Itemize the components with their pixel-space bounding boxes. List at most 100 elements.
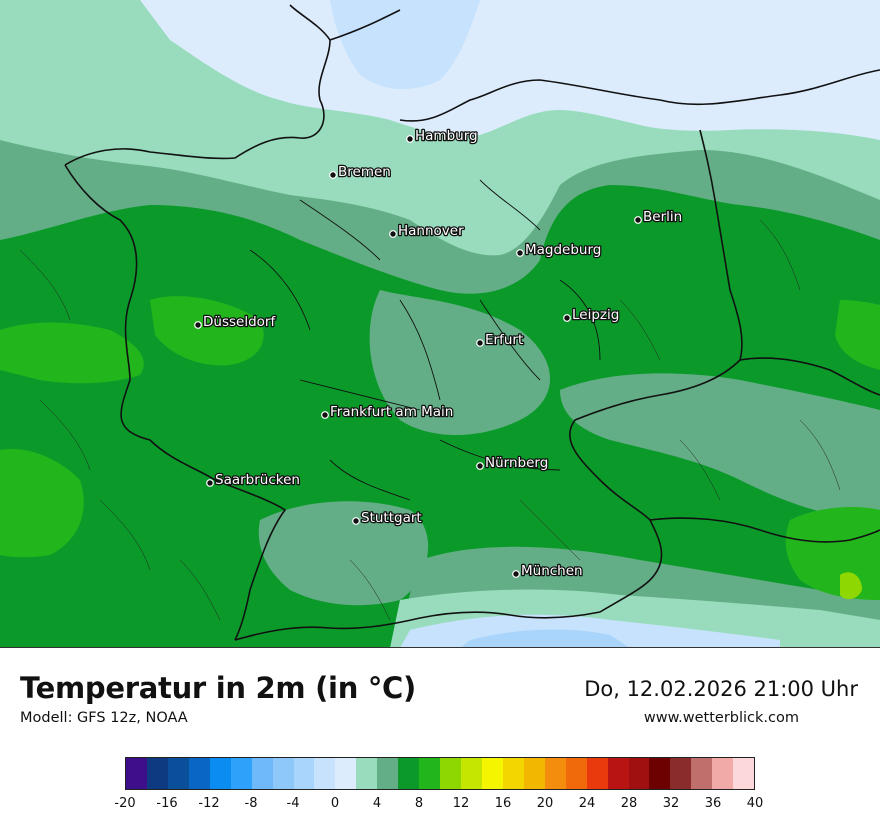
border-west <box>64 164 287 641</box>
city-erfurt: Erfurt <box>476 331 525 349</box>
legend-swatch <box>377 758 399 789</box>
legend-swatch <box>565 758 587 789</box>
city-dot-icon <box>389 230 397 238</box>
legend-tick-label: -8 <box>244 796 258 811</box>
city-label: München <box>521 563 583 579</box>
legend-swatch <box>209 758 231 789</box>
legend-swatch <box>712 758 734 789</box>
temperature-map: Hamburg Bremen Hannover Berlin Magdeburg… <box>0 0 880 648</box>
border-austria <box>649 517 880 543</box>
city-dot-icon <box>512 570 520 578</box>
legend-tick-label: 40 <box>746 796 764 811</box>
legend-swatch <box>419 758 441 789</box>
legend-swatch <box>230 758 252 789</box>
temperature-field <box>0 0 880 648</box>
city-label: Frankfurt am Main <box>330 404 453 420</box>
city-frankfurt: Frankfurt am Main <box>321 403 455 421</box>
city-hamburg: Hamburg <box>406 127 479 145</box>
coastline-north <box>64 4 880 166</box>
legend-swatch <box>335 758 357 789</box>
city-label: Stuttgart <box>361 510 422 526</box>
city-label: Hannover <box>398 223 464 239</box>
city-stuttgart: Stuttgart <box>352 509 423 527</box>
city-magdeburg: Magdeburg <box>516 241 603 259</box>
legend-tick-label: 20 <box>536 796 554 811</box>
city-dot-icon <box>206 479 214 487</box>
city-leipzig: Leipzig <box>563 306 621 324</box>
map-title: Temperatur in 2m (in °C) <box>20 671 416 705</box>
field-southwest-warm <box>0 449 84 558</box>
city-label: Leipzig <box>572 307 619 323</box>
legend-swatch <box>293 758 315 789</box>
legend-swatch <box>649 758 671 789</box>
field-alps-colder <box>460 629 630 648</box>
legend-swatch <box>607 758 629 789</box>
legend-swatch <box>481 758 503 789</box>
legend-swatch <box>398 758 420 789</box>
city-nuernberg: Nürnberg <box>476 454 550 472</box>
legend-tick-label: -16 <box>156 796 178 811</box>
city-dot-icon <box>476 462 484 470</box>
field-southeast-hot <box>840 572 862 600</box>
legend-tick-label: -4 <box>286 796 300 811</box>
city-dot-icon <box>563 314 571 322</box>
map-divider <box>0 647 880 648</box>
legend-tick-label: 32 <box>662 796 680 811</box>
legend-tick-label: 12 <box>452 796 470 811</box>
field-bohemia-mid <box>560 373 880 520</box>
field-coast-colder <box>330 0 480 90</box>
city-muenchen: München <box>512 562 584 580</box>
legend-tick-label: 0 <box>330 796 340 811</box>
legend-tick-label: -20 <box>114 796 136 811</box>
city-label: Nürnberg <box>485 455 548 471</box>
legend-swatch <box>670 758 692 789</box>
legend-swatch <box>586 758 608 789</box>
border-czech-poland <box>739 357 880 396</box>
field-east-warm <box>835 300 880 370</box>
legend-tick-label: 36 <box>704 796 722 811</box>
legend-tick-label: -12 <box>198 796 220 811</box>
field-southwest-mid <box>258 501 429 606</box>
field-west-warm <box>0 322 144 384</box>
legend-swatch <box>314 758 336 789</box>
city-label: Hamburg <box>415 128 478 144</box>
city-berlin: Berlin <box>634 208 683 226</box>
legend-swatch <box>691 758 713 789</box>
legend-swatch <box>272 758 294 789</box>
city-saarbruecken: Saarbrücken <box>206 471 301 489</box>
legend-tick-label: 8 <box>414 796 424 811</box>
city-label: Bremen <box>338 164 391 180</box>
city-dot-icon <box>352 517 360 525</box>
legend-tick-label: 16 <box>494 796 512 811</box>
legend-tick-label: 4 <box>372 796 382 811</box>
legend-swatch <box>733 758 755 789</box>
border-east <box>569 129 743 581</box>
city-label: Düsseldorf <box>203 314 276 330</box>
border-states-inner <box>249 179 601 501</box>
legend-tick-labels: -20 -16 -12 -8 -4 0 4 8 12 16 20 24 28 32 36 40 <box>114 796 763 814</box>
legend-swatch <box>502 758 524 789</box>
legend-swatch <box>544 758 566 789</box>
legend-swatch <box>523 758 545 789</box>
city-dot-icon <box>476 339 484 347</box>
legend-swatch <box>167 758 189 789</box>
source-link[interactable]: www.wetterblick.com <box>643 710 799 726</box>
forecast-datetime: Do, 12.02.2026 21:00 Uhr <box>584 677 858 701</box>
city-hannover: Hannover <box>389 222 465 240</box>
legend-swatch <box>440 758 461 789</box>
legend-swatch <box>628 758 650 789</box>
city-markers: Hamburg Bremen Hannover Berlin Magdeburg… <box>194 127 683 580</box>
legend-swatch <box>146 758 168 789</box>
legend-swatch <box>126 758 147 789</box>
city-dot-icon <box>329 171 337 179</box>
city-dot-icon <box>194 321 202 329</box>
legend-swatch <box>188 758 210 789</box>
legend-tick-label: 28 <box>620 796 638 811</box>
field-west-light <box>0 0 160 150</box>
city-dot-icon <box>321 411 329 419</box>
field-rhein-warm <box>150 296 264 366</box>
legend-swatch <box>251 758 273 789</box>
city-label: Berlin <box>643 209 682 225</box>
legend-swatch <box>356 758 378 789</box>
border-districts <box>19 219 841 621</box>
